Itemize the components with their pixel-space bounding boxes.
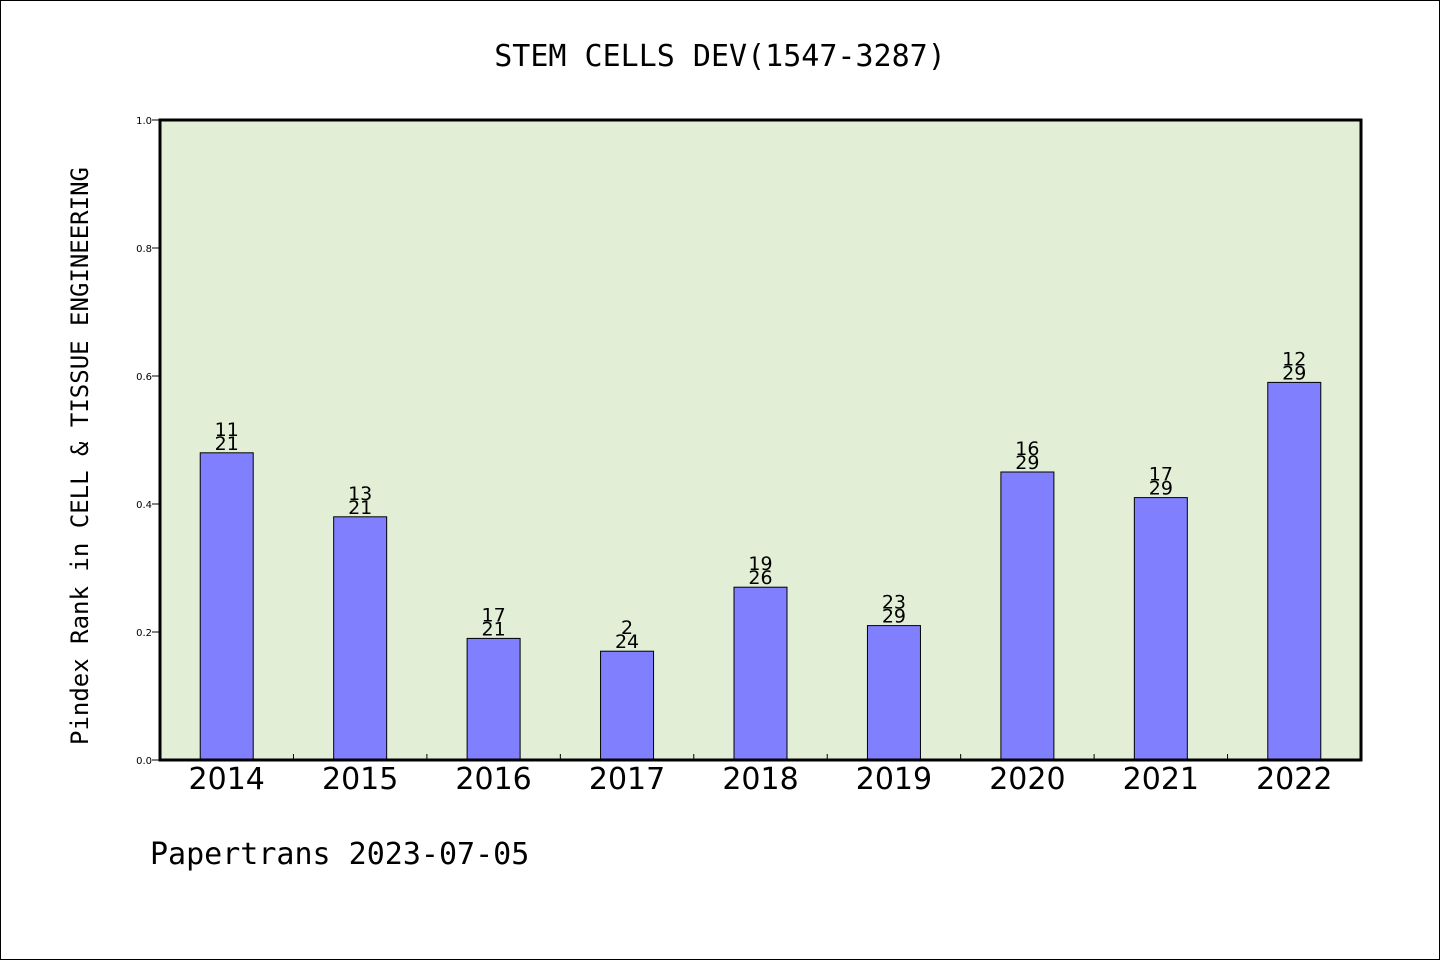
y-tick-label: 0.2 bbox=[136, 628, 152, 639]
y-tick-label: 0.6 bbox=[136, 372, 152, 383]
bar-total-label: 29 bbox=[1282, 362, 1306, 384]
y-tick-label: 1.0 bbox=[136, 116, 152, 127]
bar bbox=[600, 650, 655, 761]
bar-total-label: 29 bbox=[882, 606, 906, 628]
bar bbox=[466, 637, 521, 761]
x-tick-label: 2018 bbox=[722, 762, 798, 797]
bar-rank-label: 2 bbox=[621, 617, 633, 639]
bar-rank-label: 12 bbox=[1282, 348, 1306, 370]
chart-title: STEM CELLS DEV(1547-3287) bbox=[494, 39, 946, 74]
bar-total-label: 21 bbox=[348, 497, 372, 519]
footer-credit: Papertrans 2023-07-05 bbox=[150, 837, 529, 872]
bar bbox=[1267, 381, 1322, 761]
y-axis-label: Pindex Rank in CELL & TISSUE ENGINEERING bbox=[66, 167, 94, 745]
y-axis-ticks: 0.0 0.2 0.4 0.6 0.8 1.0 bbox=[136, 116, 160, 767]
x-tick-label: 2014 bbox=[189, 762, 265, 797]
x-tick-label: 2015 bbox=[322, 762, 398, 797]
bar-total-label: 21 bbox=[215, 433, 239, 455]
bar bbox=[199, 452, 254, 761]
bar-rank-label: 11 bbox=[215, 419, 239, 441]
bar-total-label: 26 bbox=[748, 567, 772, 589]
bar-total-label: 29 bbox=[1149, 478, 1173, 500]
y-tick-label: 0.0 bbox=[136, 756, 152, 767]
plot-frame bbox=[158, 118, 1363, 762]
x-tick-label: 2022 bbox=[1256, 762, 1332, 797]
bar-rank-label: 19 bbox=[748, 553, 772, 575]
bar-total-label: 21 bbox=[482, 618, 506, 640]
bar bbox=[1000, 471, 1055, 761]
x-tick-label: 2020 bbox=[989, 762, 1065, 797]
bar bbox=[333, 516, 388, 761]
x-tick-label: 2016 bbox=[455, 762, 531, 797]
y-tick-label: 0.8 bbox=[136, 244, 152, 255]
x-tick-label: 2019 bbox=[856, 762, 932, 797]
bar bbox=[1133, 497, 1188, 761]
bar-rank-label: 13 bbox=[348, 483, 372, 505]
bar-total-label: 29 bbox=[1015, 452, 1039, 474]
bar-rank-label: 16 bbox=[1015, 438, 1039, 460]
bar-total-label: 24 bbox=[615, 631, 639, 653]
bar-rank-label: 17 bbox=[482, 604, 506, 626]
x-tick-label: 2017 bbox=[589, 762, 665, 797]
x-axis-ticks: 2014 2015 2016 2017 2018 2019 2020 2021 2022 bbox=[189, 754, 1332, 797]
bar bbox=[733, 586, 788, 761]
bar bbox=[866, 625, 921, 761]
bar-rank-label: 23 bbox=[882, 592, 906, 614]
bar-rank-label: 17 bbox=[1149, 464, 1173, 486]
y-tick-label: 0.4 bbox=[136, 500, 152, 511]
x-tick-label: 2021 bbox=[1123, 762, 1199, 797]
